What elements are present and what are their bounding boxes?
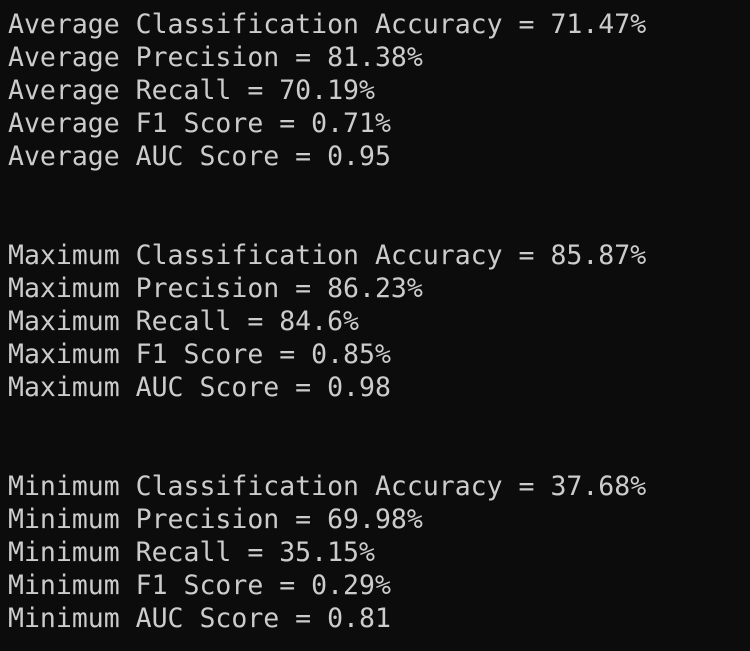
max-auc-line: Maximum AUC Score = 0.98 bbox=[8, 372, 391, 403]
min-recall-line: Minimum Recall = 35.15% bbox=[8, 537, 375, 568]
max-precision-line: Maximum Precision = 86.23% bbox=[8, 273, 423, 304]
blank-line bbox=[8, 206, 750, 239]
blank-line bbox=[8, 173, 750, 206]
avg-precision-line: Average Precision = 81.38% bbox=[8, 42, 423, 73]
max-f1-line: Maximum F1 Score = 0.85% bbox=[8, 339, 391, 370]
avg-auc-line: Average AUC Score = 0.95 bbox=[8, 141, 391, 172]
min-precision-line: Minimum Precision = 69.98% bbox=[8, 504, 423, 535]
min-f1-line: Minimum F1 Score = 0.29% bbox=[8, 570, 391, 601]
avg-recall-line: Average Recall = 70.19% bbox=[8, 75, 375, 106]
min-accuracy-line: Minimum Classification Accuracy = 37.68% bbox=[8, 471, 647, 502]
blank-line bbox=[8, 437, 750, 470]
avg-accuracy-line: Average Classification Accuracy = 71.47% bbox=[8, 9, 647, 40]
min-auc-line: Minimum AUC Score = 0.81 bbox=[8, 603, 391, 634]
max-recall-line: Maximum Recall = 84.6% bbox=[8, 306, 359, 337]
max-accuracy-line: Maximum Classification Accuracy = 85.87% bbox=[8, 240, 647, 271]
avg-f1-line: Average F1 Score = 0.71% bbox=[8, 108, 391, 139]
blank-line bbox=[8, 404, 750, 437]
